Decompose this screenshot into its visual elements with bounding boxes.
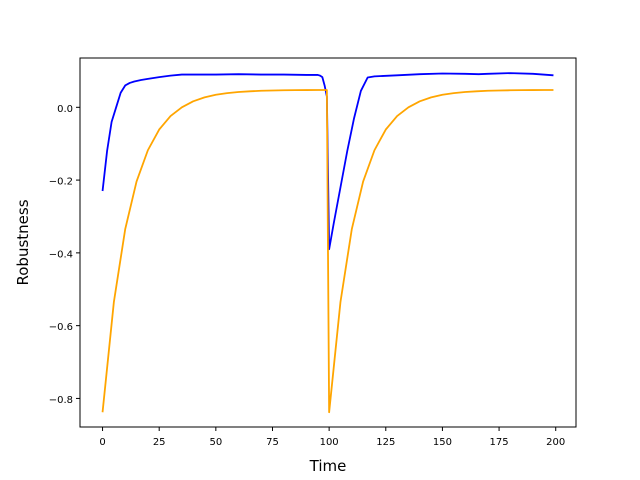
x-tick-label: 150 <box>433 437 452 448</box>
x-tick-label: 0 <box>99 437 105 448</box>
y-tick-label: 0.0 <box>57 104 73 115</box>
x-tick-label: 50 <box>209 437 222 448</box>
y-tick-label: −0.2 <box>49 177 73 188</box>
x-tick-label: 175 <box>490 437 509 448</box>
series-line-1 <box>101 72 554 251</box>
y-axis-label: Robustness <box>14 199 32 285</box>
y-tick-label: −0.4 <box>49 249 73 260</box>
y-tick-label: −0.8 <box>49 395 73 406</box>
x-tick-label: 75 <box>266 437 279 448</box>
x-tick-label: 25 <box>153 437 166 448</box>
series-line-2 <box>101 89 554 414</box>
x-tick-label: 200 <box>546 437 565 448</box>
x-tick-label: 100 <box>320 437 339 448</box>
x-tick-label: 125 <box>376 437 395 448</box>
axes-frame <box>79 57 577 428</box>
y-tick-label: −0.6 <box>49 322 73 333</box>
series-layer <box>101 72 554 414</box>
tick-layer: 0 25 50 75 100 125 150 175 200 −0.8 −0.6 −0.4 −0.2 0.… <box>49 104 566 448</box>
x-axis-label: Time <box>309 457 347 475</box>
